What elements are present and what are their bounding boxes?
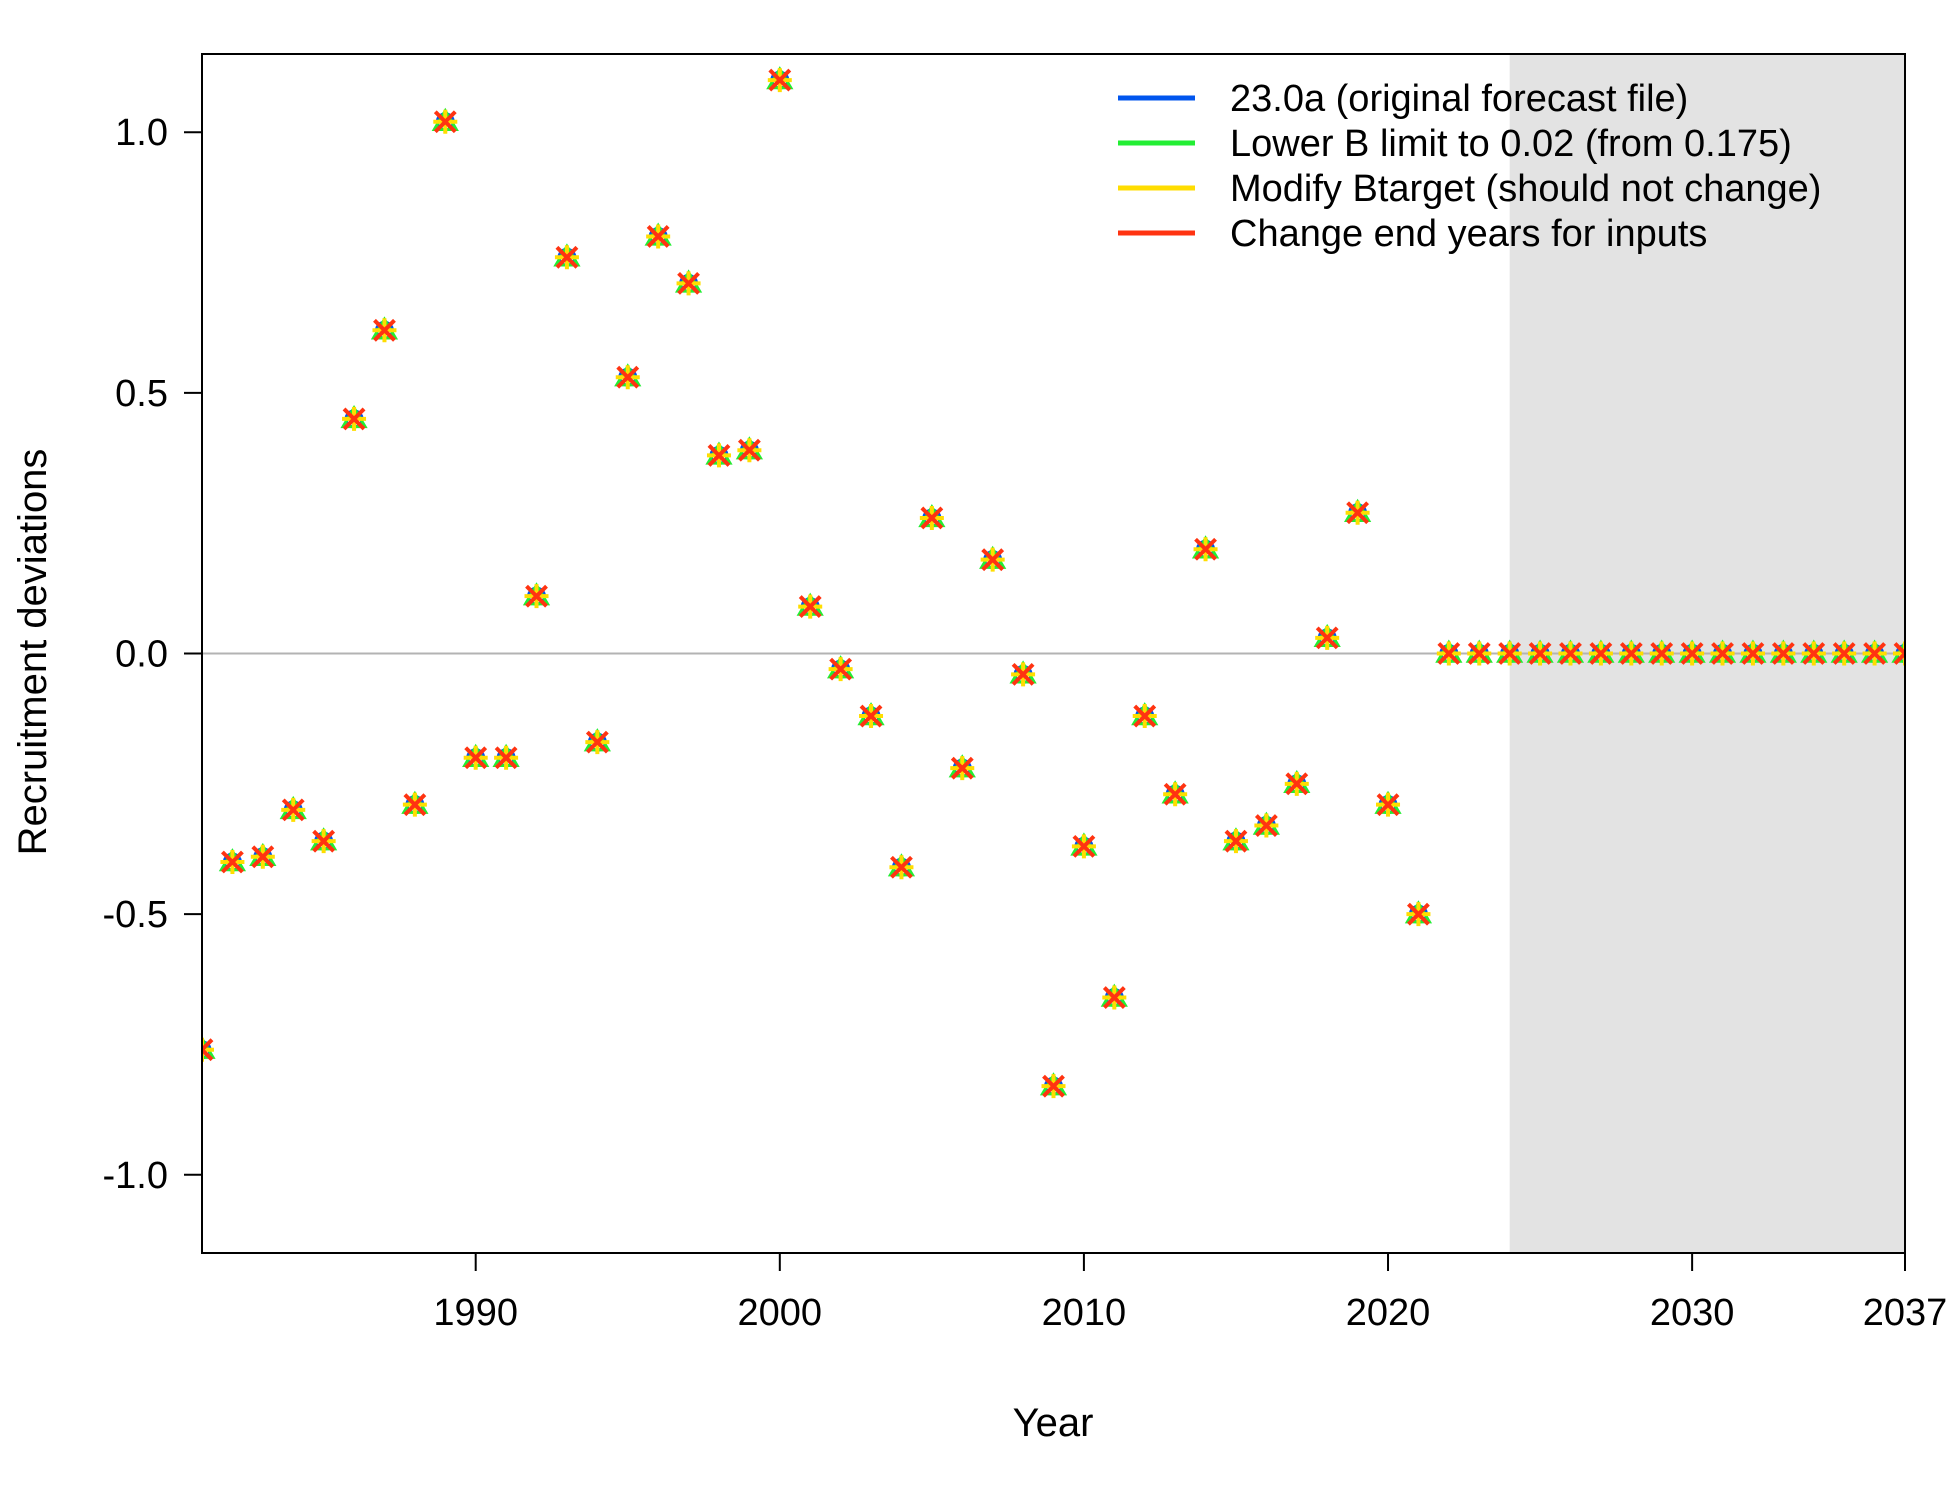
data-point [202,1038,214,1062]
data-point [890,855,913,879]
data-point [1224,829,1248,853]
data-point [1011,662,1035,686]
legend-label: 23.0a (original forecast file) [1230,78,1688,120]
data-point [1254,814,1278,837]
x-tick-label: 2037 [1863,1292,1948,1334]
data-point [1771,642,1795,665]
data-point [433,110,457,134]
data-point [768,68,792,92]
data-point [1407,902,1430,926]
legend-label: Lower B limit to 0.02 (from 0.175) [1230,123,1792,165]
data-point [312,829,336,853]
data-point [464,746,488,770]
data-point [829,657,853,681]
data-point [373,318,396,342]
axes: 1990 2000 2010 2020 2030 2037 -1.0 -0.5 0.0 0.5 1.… [103,53,1948,1334]
data-point [1832,642,1856,665]
data-point [950,756,974,780]
data-point [1589,642,1613,665]
data-point [342,407,366,431]
x-tick-label: 2010 [1042,1292,1127,1334]
data-point [1376,793,1400,817]
data-point [1741,642,1765,665]
y-axis-label: Recruitment deviations [11,449,55,856]
series-4-points [202,68,1905,1098]
data-point [1467,642,1491,665]
y-tick-label: 0.5 [115,373,168,415]
data-point [1893,641,1905,666]
data-point [920,506,944,530]
data-point [1315,626,1339,650]
legend: 23.0a (original forecast file)Lower B li… [1118,78,1821,255]
data-point [1133,704,1157,728]
data-point [677,271,700,295]
data-point [1072,834,1096,858]
data-point [1711,642,1734,665]
data-point [1863,642,1887,665]
data-point [859,704,883,728]
y-tick-label: 0.0 [115,634,168,676]
data-point [494,746,518,770]
data-point [1194,537,1217,561]
data-point [220,850,244,874]
x-tick-label: 2030 [1650,1292,1735,1334]
x-axis-label: Year [1013,1401,1094,1445]
data-point [1619,642,1643,665]
data-point [1802,642,1826,665]
data-point [555,245,579,269]
data-point [707,443,731,467]
legend-label: Modify Btarget (should not change) [1230,168,1821,210]
data-point [1559,642,1582,665]
data-point [1163,782,1187,806]
data-point [798,595,822,618]
data-point [1893,642,1905,665]
data-point [1528,642,1552,665]
y-tick-label: -0.5 [103,894,168,936]
data-point [1102,986,1126,1009]
x-tick-label: 2000 [738,1292,823,1334]
data-point [1042,1074,1065,1098]
data-point [1650,642,1674,665]
data-point [737,438,761,462]
y-tick-label: 1.0 [115,112,168,154]
data-point [981,548,1005,572]
plot-area [202,54,1905,1253]
x-tick-label: 2020 [1346,1292,1431,1334]
data-point [525,584,548,608]
data-point [251,845,275,869]
data-point [1346,501,1370,525]
data-point [202,1037,214,1062]
y-tick-label: -1.0 [103,1155,168,1197]
legend-label: Change end years for inputs [1230,213,1707,255]
data-point [281,798,305,822]
x-tick-label: 1990 [433,1292,518,1334]
data-point [1680,642,1704,665]
data-point [1285,772,1309,796]
data-point [1437,642,1461,665]
data-points [202,66,1905,1099]
data-point [585,730,609,754]
data-point [646,225,670,248]
data-point [403,793,427,817]
data-point [616,365,640,389]
data-point [1498,642,1522,665]
